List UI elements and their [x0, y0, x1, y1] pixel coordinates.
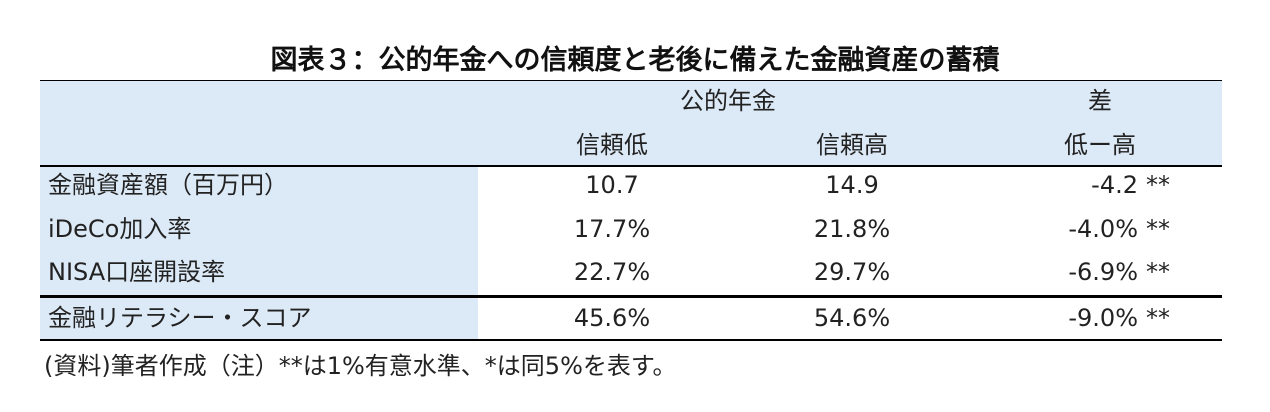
cell-value: 54.6%	[813, 304, 891, 332]
label-background	[40, 166, 478, 296]
cell-value: 21.8%	[813, 215, 891, 243]
row-label: NISA口座開設率	[48, 258, 226, 286]
cell-value: -4.2	[1091, 171, 1138, 199]
significance: **	[1146, 258, 1170, 286]
group-header: 公的年金	[680, 87, 776, 115]
cell-value: -9.0%	[1068, 304, 1138, 332]
title: 図表３：公的年金への信頼度と老後に備えた金融資産の蓄積	[270, 45, 1000, 76]
row-label: 金融リテラシー・スコア	[48, 304, 312, 332]
cell-value: 29.7%	[813, 258, 891, 286]
cell-value: -4.0%	[1068, 215, 1138, 243]
header-background	[40, 81, 1222, 165]
rule	[40, 295, 1222, 298]
significance: **	[1146, 304, 1170, 332]
label-background	[40, 298, 478, 340]
significance: **	[1146, 171, 1170, 199]
column-header: 低ー高	[1064, 131, 1136, 159]
cell-value: 10.7	[585, 171, 639, 199]
cell-value: 22.7%	[573, 258, 651, 286]
cell-value: 45.6%	[573, 304, 651, 332]
cell-value: 17.7%	[573, 215, 651, 243]
cell-value: -6.9%	[1068, 258, 1138, 286]
rule	[40, 165, 1222, 167]
footnote: (資料)筆者作成（注）**は1%有意水準、*は同5%を表す。	[44, 352, 677, 380]
column-header: 信頼高	[816, 131, 888, 159]
rule	[40, 339, 1222, 341]
cell-value: 14.9	[825, 171, 879, 199]
column-header: 信頼低	[576, 131, 648, 159]
row-label: iDeCo加入率	[48, 215, 192, 243]
significance: **	[1146, 215, 1170, 243]
rule	[40, 80, 1222, 81]
row-label: 金融資産額（百万円）	[48, 171, 288, 199]
group-header: 差	[1088, 87, 1112, 115]
